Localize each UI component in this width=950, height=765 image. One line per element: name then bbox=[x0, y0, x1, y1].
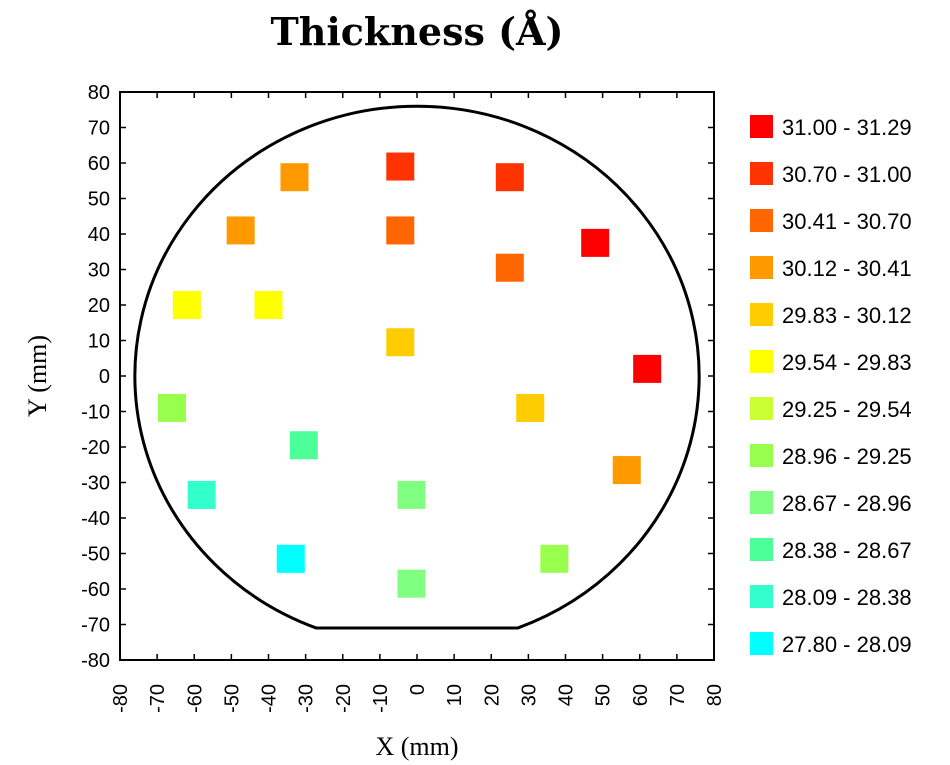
x-tick-label: -10 bbox=[370, 684, 392, 713]
y-tick-label: -60 bbox=[81, 579, 110, 601]
legend-swatch bbox=[750, 491, 773, 514]
x-tick-label: 30 bbox=[518, 684, 540, 706]
legend-label: 31.00 - 31.29 bbox=[782, 115, 912, 140]
x-tick-label: 10 bbox=[444, 684, 466, 706]
y-tick-label: 0 bbox=[99, 366, 110, 388]
data-point bbox=[612, 456, 641, 485]
y-tick-label: -80 bbox=[81, 650, 110, 672]
legend-swatch bbox=[750, 115, 773, 138]
legend-label: 29.54 - 29.83 bbox=[782, 350, 912, 375]
x-tick-label: 50 bbox=[593, 684, 615, 706]
y-tick-label: -50 bbox=[81, 544, 110, 566]
legend-label: 30.70 - 31.00 bbox=[782, 162, 912, 187]
legend-swatch bbox=[750, 256, 773, 279]
legend-swatch bbox=[750, 538, 773, 561]
data-point bbox=[172, 291, 201, 319]
data-point bbox=[157, 393, 186, 422]
y-tick-label: 60 bbox=[88, 153, 110, 175]
y-tick-label: -30 bbox=[81, 473, 110, 495]
axis-ticks: 80 70 60 50 40 30 20 10 0 -10 -20 -30 -40 -50 -60 -70 -8… bbox=[81, 82, 726, 713]
data-point bbox=[495, 253, 524, 282]
data-point bbox=[516, 393, 545, 422]
legend-swatch bbox=[750, 397, 773, 420]
legend-label: 28.09 - 28.38 bbox=[782, 585, 912, 610]
legend-label: 30.12 - 30.41 bbox=[782, 256, 912, 281]
y-tick-label: 80 bbox=[88, 82, 110, 104]
y-tick-label: -20 bbox=[81, 437, 110, 459]
data-point bbox=[386, 216, 415, 245]
data-point bbox=[540, 544, 569, 573]
legend-swatch bbox=[750, 162, 773, 185]
legend-swatch bbox=[750, 209, 773, 232]
data-point bbox=[581, 228, 610, 257]
y-tick-label: -40 bbox=[81, 508, 110, 530]
x-tick-label: -30 bbox=[296, 684, 318, 713]
legend-label: 29.83 - 30.12 bbox=[782, 303, 912, 328]
x-tick-label: 40 bbox=[556, 684, 578, 706]
x-tick-label: -40 bbox=[259, 684, 281, 713]
data-point bbox=[276, 544, 305, 573]
y-tick-label: 50 bbox=[88, 189, 110, 211]
legend-label: 27.80 - 28.09 bbox=[782, 632, 912, 657]
y-tick-label: -70 bbox=[81, 615, 110, 637]
data-point bbox=[289, 431, 318, 460]
legend-label: 30.41 - 30.70 bbox=[782, 209, 912, 234]
x-tick-label: -20 bbox=[333, 684, 355, 713]
y-tick-label: 30 bbox=[88, 260, 110, 282]
legend-label: 29.25 - 29.54 bbox=[782, 397, 912, 422]
y-axis-label: Y (mm) bbox=[23, 335, 52, 417]
y-tick-label: 40 bbox=[88, 224, 110, 246]
data-point bbox=[397, 569, 426, 598]
x-tick-label: -80 bbox=[110, 684, 132, 713]
y-tick-label: 20 bbox=[88, 295, 110, 317]
legend: 31.00 - 31.29 30.70 - 31.00 30.41 - 30.70 3… bbox=[750, 115, 912, 657]
x-axis-label: X (mm) bbox=[375, 732, 458, 761]
legend-swatch bbox=[750, 632, 773, 655]
data-point bbox=[280, 163, 309, 192]
wafer-boundary bbox=[133, 104, 701, 630]
x-tick-label: -70 bbox=[147, 684, 169, 713]
legend-label: 28.38 - 28.67 bbox=[782, 538, 912, 563]
y-tick-label: -10 bbox=[81, 402, 110, 424]
legend-label: 28.67 - 28.96 bbox=[782, 491, 912, 516]
x-tick-label: -60 bbox=[184, 684, 206, 713]
data-point bbox=[633, 354, 662, 383]
data-point bbox=[386, 152, 415, 181]
data-point bbox=[386, 328, 415, 357]
x-tick-label: 60 bbox=[630, 684, 652, 706]
data-point bbox=[226, 216, 255, 245]
data-point bbox=[254, 291, 283, 319]
data-point bbox=[397, 480, 426, 509]
chart-title: Thickness (Å) bbox=[270, 9, 563, 54]
legend-swatch bbox=[750, 350, 773, 373]
x-tick-label: 70 bbox=[667, 684, 689, 706]
x-tick-label: -50 bbox=[221, 684, 243, 713]
data-point bbox=[187, 480, 216, 509]
legend-swatch bbox=[750, 303, 773, 326]
x-tick-label: 80 bbox=[704, 684, 726, 706]
data-points bbox=[157, 152, 662, 598]
x-tick-label: 0 bbox=[407, 684, 429, 695]
data-point bbox=[495, 163, 524, 192]
y-tick-label: 10 bbox=[88, 331, 110, 353]
y-tick-label: 70 bbox=[88, 118, 110, 140]
x-tick-label: 20 bbox=[481, 684, 503, 706]
legend-label: 28.96 - 29.25 bbox=[782, 444, 912, 469]
wafer-outline bbox=[133, 104, 701, 630]
legend-swatch bbox=[750, 444, 773, 467]
legend-swatch bbox=[750, 585, 773, 608]
